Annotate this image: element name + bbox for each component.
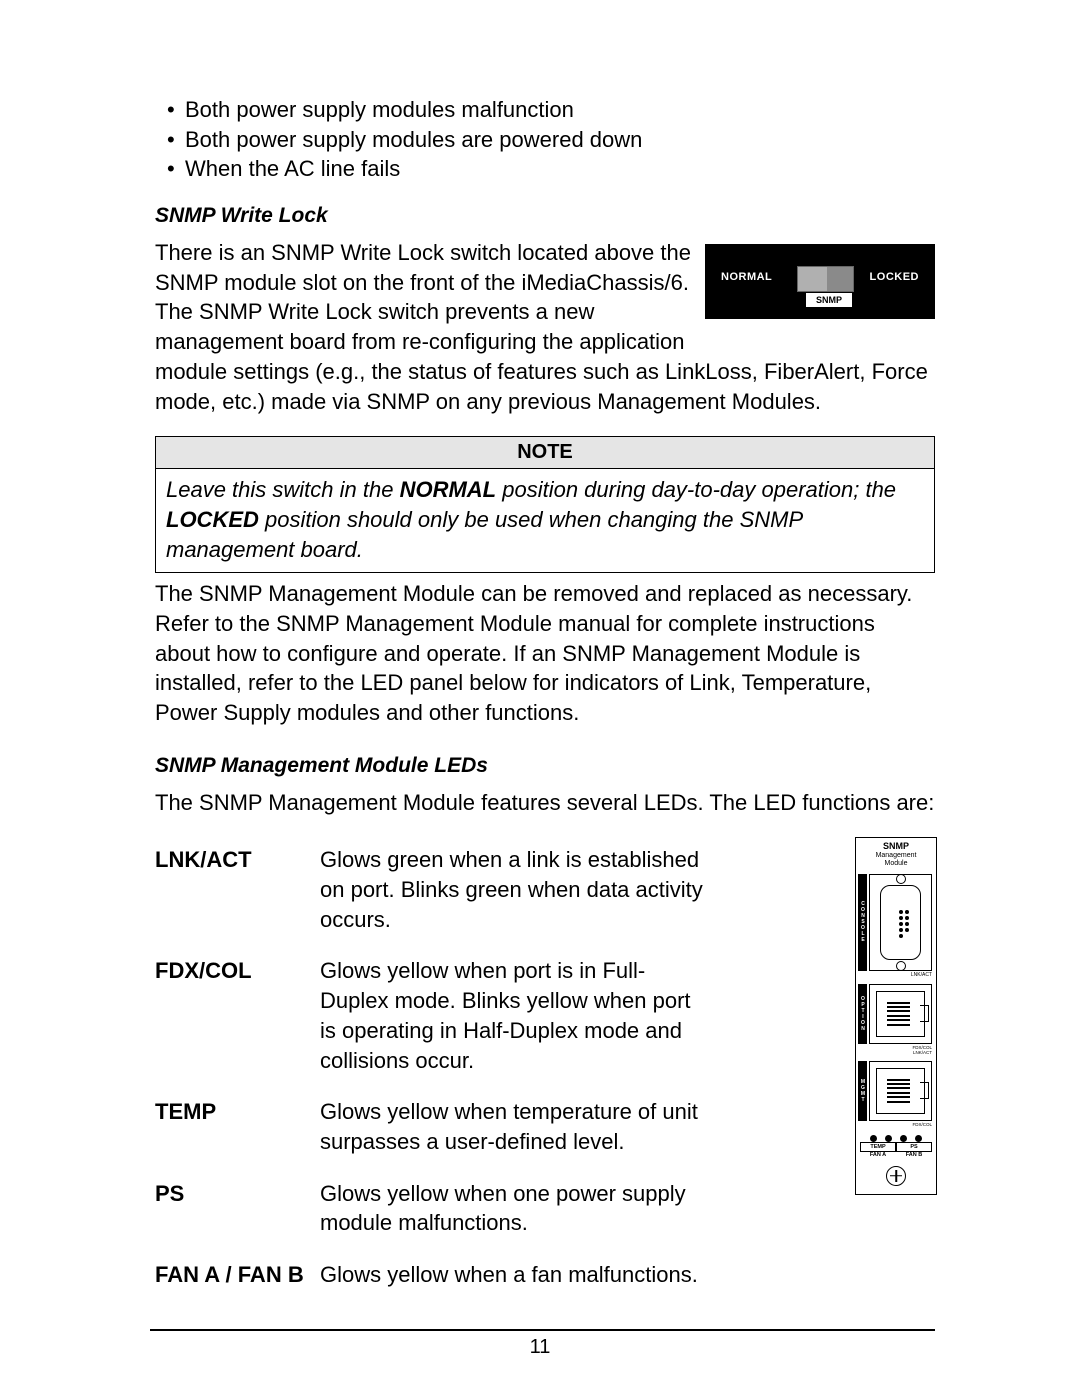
led-dot-icon: [885, 1135, 892, 1142]
led-dot-icon: [870, 1135, 877, 1142]
note-text: Leave this switch in the: [166, 477, 400, 502]
led-row: FDX/COL Glows yellow when port is in Ful…: [155, 956, 935, 1075]
led-dot-icon: [900, 1135, 907, 1142]
module-title-line: Management: [856, 852, 936, 860]
led-row: TEMP Glows yellow when temperature of un…: [155, 1097, 935, 1156]
module-lnkact-label: LNK/ACT: [856, 972, 936, 978]
module-fanb-label: FAN B: [896, 1152, 932, 1158]
module-console-block: CONSOLE: [860, 874, 932, 971]
module-mgmt-block: MGMT: [860, 1061, 932, 1121]
module-fdxcol-label: FDX/COLLNK/ACT: [856, 1045, 936, 1055]
led-desc: Glows yellow when port is in Full-Duplex…: [320, 956, 710, 1075]
module-console-label: CONSOLE: [858, 874, 867, 971]
module-option-label: OPTION: [858, 984, 867, 1044]
led-row: FAN A / FAN B Glows yellow when a fan ma…: [155, 1260, 935, 1290]
led-label: LNK/ACT: [155, 845, 320, 934]
module-temp-label: TEMP: [860, 1142, 896, 1152]
note-text: position should only be used when changi…: [166, 507, 802, 562]
document-page: • Both power supply modules malfunction …: [0, 0, 1080, 1397]
led-desc: Glows green when a link is established o…: [320, 845, 710, 934]
module-title: SNMP Management Module: [856, 838, 936, 867]
rj-port-icon: [869, 1061, 932, 1121]
module-mgmt-label: MGMT: [858, 1061, 867, 1121]
bullet-dot-icon: •: [167, 154, 185, 184]
module-led-labels: TEMP PS: [860, 1142, 932, 1152]
bullet-text: Both power supply modules malfunction: [185, 95, 574, 125]
note-text: position during day-to-day operation; th…: [496, 477, 896, 502]
bullet-dot-icon: •: [167, 95, 185, 125]
switch-locked-label: LOCKED: [870, 271, 919, 283]
led-dot-icon: [915, 1135, 922, 1142]
module-ps-label: PS: [896, 1142, 932, 1152]
switch-normal-label: NORMAL: [721, 271, 772, 283]
bullet-list: • Both power supply modules malfunction …: [155, 95, 935, 184]
bullet-item: • When the AC line fails: [167, 154, 935, 184]
module-fan-labels: FAN A FAN B: [860, 1152, 932, 1158]
bullet-dot-icon: •: [167, 125, 185, 155]
module-fdxcol-label2: FDX/COL: [856, 1122, 936, 1127]
write-lock-section: NORMAL LOCKED SNMP There is an SNMP Writ…: [155, 238, 935, 416]
led-label: PS: [155, 1179, 320, 1238]
snmp-switch-diagram: NORMAL LOCKED SNMP: [705, 244, 935, 319]
led-desc: Glows yellow when temperature of unit su…: [320, 1097, 710, 1156]
led-row: LNK/ACT Glows green when a link is estab…: [155, 845, 935, 934]
bullet-item: • Both power supply modules are powered …: [167, 125, 935, 155]
page-number: 11: [0, 1336, 1080, 1359]
led-section: LNK/ACT Glows green when a link is estab…: [155, 845, 935, 1289]
led-row: PS Glows yellow when one power supply mo…: [155, 1179, 935, 1238]
snmp-module-illustration: SNMP Management Module CONSOLE: [855, 837, 937, 1194]
led-desc: Glows yellow when one power supply modul…: [320, 1179, 710, 1238]
led-desc: Glows yellow when a fan malfunctions.: [320, 1260, 710, 1290]
led-label: TEMP: [155, 1097, 320, 1156]
bullet-item: • Both power supply modules malfunction: [167, 95, 935, 125]
module-led-dots: [860, 1133, 932, 1142]
note-body: Leave this switch in the NORMAL position…: [156, 469, 934, 572]
switch-slot-icon: [797, 266, 854, 292]
module-title-line: Module: [856, 860, 936, 868]
note-header: NOTE: [156, 437, 934, 469]
led-table: LNK/ACT Glows green when a link is estab…: [155, 845, 935, 1289]
snmp-write-lock-heading: SNMP Write Lock: [155, 204, 935, 228]
note-box: NOTE Leave this switch in the NORMAL pos…: [155, 436, 935, 573]
note-bold-locked: LOCKED: [166, 507, 259, 532]
module-bottom-leds: TEMP PS FAN A FAN B: [856, 1133, 936, 1194]
bullet-text: Both power supply modules are powered do…: [185, 125, 642, 155]
led-label: FAN A / FAN B: [155, 1260, 320, 1290]
led-label: FDX/COL: [155, 956, 320, 1075]
note-bold-normal: NORMAL: [400, 477, 497, 502]
footer-rule: [150, 1329, 935, 1331]
led-intro-text: The SNMP Management Module features seve…: [155, 788, 935, 818]
module-title-line: SNMP: [856, 842, 936, 852]
switch-snmp-label: SNMP: [805, 292, 853, 308]
screw-icon: [886, 1166, 906, 1186]
bullet-text: When the AC line fails: [185, 154, 400, 184]
after-note-paragraph: The SNMP Management Module can be remove…: [155, 579, 935, 727]
module-fana-label: FAN A: [860, 1152, 896, 1158]
led-section-heading: SNMP Management Module LEDs: [155, 754, 935, 778]
rj-port-icon: [869, 984, 932, 1044]
module-option-block: OPTION: [860, 984, 932, 1044]
db9-port-icon: [869, 874, 932, 971]
